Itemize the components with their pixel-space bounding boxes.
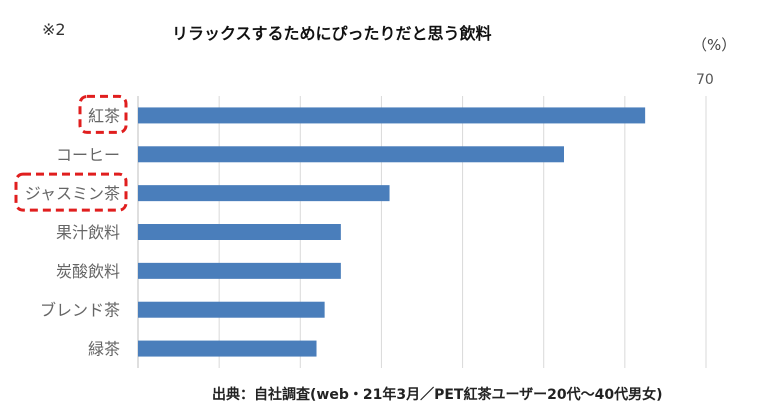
category-label-6: 緑茶 [88, 340, 120, 359]
category-label-5: ブレンド茶 [40, 301, 120, 320]
category-label-3: 果汁飲料 [56, 223, 120, 242]
category-label-2: ジャスミン茶 [25, 184, 120, 203]
category-label-1: コーヒー [56, 145, 120, 164]
bar-3 [138, 224, 341, 240]
bar-0 [138, 107, 646, 124]
category-label-0: 紅茶 [88, 106, 120, 125]
bar-5 [138, 301, 325, 318]
x-tick-max: 70 [696, 72, 714, 88]
unit-label: （%） [692, 36, 737, 54]
footnote-marker: ※2 [42, 20, 66, 39]
chart-title: リラックスするためにぴったりだと思う飲料 [172, 24, 492, 43]
source-note: 出典：自社調査(web・21年3月／PET紅茶ユーザー20代～40代男女) [212, 387, 663, 403]
category-label-4: 炭酸飲料 [56, 262, 120, 281]
bar-2 [138, 185, 390, 202]
bar-4 [138, 262, 341, 279]
highlight-box-0 [78, 94, 128, 134]
bar-1 [138, 146, 564, 163]
highlight-box-2 [14, 172, 128, 212]
bar-6 [138, 340, 317, 357]
